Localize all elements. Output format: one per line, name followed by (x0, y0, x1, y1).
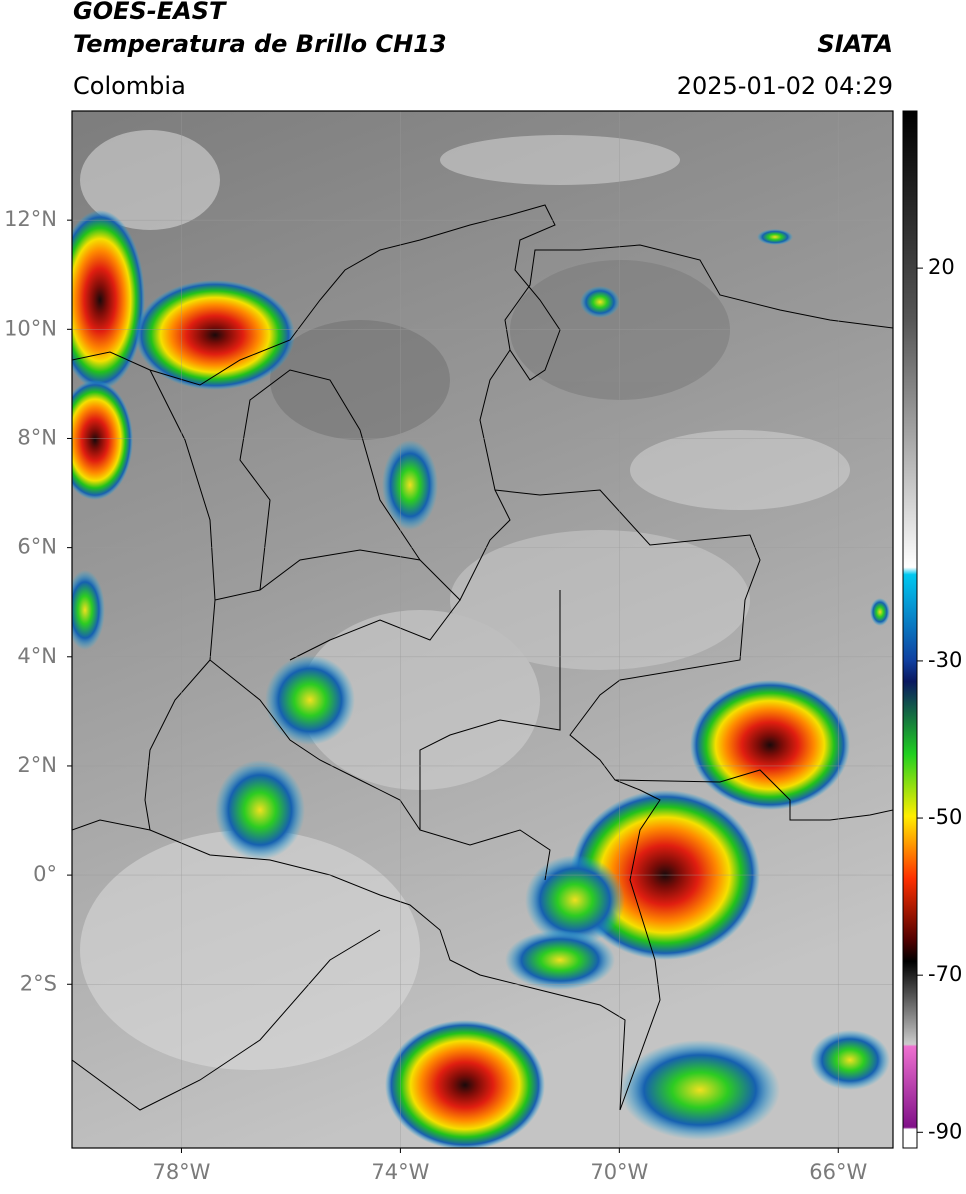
borders (72, 204, 893, 1111)
y-tick-label: 12°N (4, 207, 57, 231)
y-tick-label: 10°N (4, 316, 57, 340)
x-tick-label: 78°W (152, 1160, 210, 1184)
y-tick-label: 2°N (17, 753, 57, 777)
colorbar-tick-label: -90 (928, 1119, 962, 1143)
timestamp: 2025-01-02 04:29 (677, 72, 893, 100)
region: Colombia (73, 72, 186, 100)
colorbar-tick-label: -30 (928, 648, 962, 672)
title: GOES-EAST (73, 0, 227, 25)
subtitle: Temperatura de Brillo CH13 (73, 30, 447, 58)
y-tick-label: 0° (33, 862, 57, 886)
y-tick-label: 2°S (20, 971, 57, 995)
cloud-texture (80, 130, 850, 1070)
x-tick-label: 70°W (590, 1160, 648, 1184)
graticule (72, 111, 893, 1148)
x-tick-label: 74°W (371, 1160, 429, 1184)
y-tick-label: 8°N (17, 425, 57, 449)
x-tick-label: 66°W (809, 1160, 867, 1184)
source: SIATA (817, 30, 893, 58)
y-tick-label: 6°N (17, 535, 57, 559)
y-tick-label: 4°N (17, 644, 57, 668)
colorbar (902, 110, 918, 1149)
map-frame (71, 110, 894, 1149)
colorbar-tick-label: 20 (928, 255, 955, 279)
satellite-image (72, 111, 893, 1148)
colorbar-tick-label: -50 (928, 805, 962, 829)
colorbar-tick-label: -70 (928, 962, 962, 986)
